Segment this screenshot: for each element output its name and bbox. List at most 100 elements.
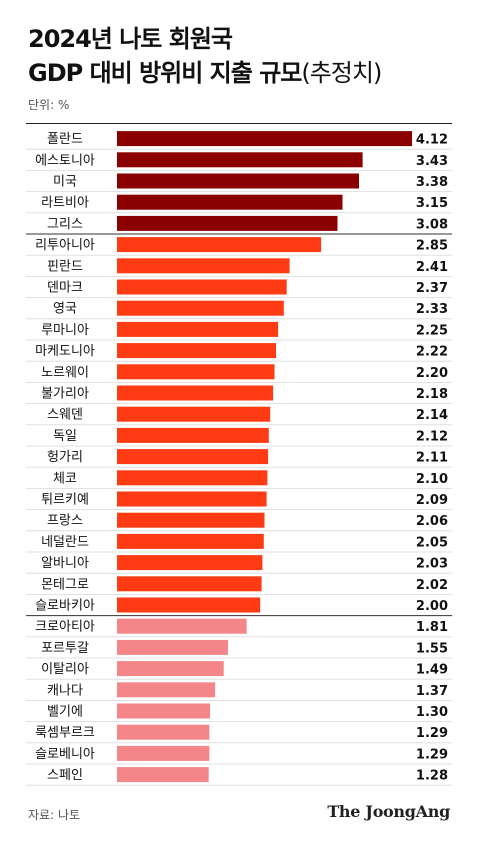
bar — [117, 321, 279, 337]
bar — [117, 576, 262, 592]
category-label: 몬테그로 — [41, 577, 89, 592]
bar — [117, 745, 210, 761]
category-label: 포르투갈 — [41, 641, 89, 656]
category-label: 그리스 — [47, 217, 83, 232]
category-label: 마케도니아 — [35, 344, 95, 359]
value-label: 2.12 — [416, 429, 448, 444]
category-label: 미국 — [53, 175, 77, 190]
bar — [117, 364, 275, 380]
bar — [117, 194, 343, 210]
category-label: 스페인 — [47, 768, 83, 783]
bar — [117, 533, 264, 549]
value-label: 2.03 — [416, 557, 448, 572]
publisher-logo: The JoongAng — [327, 802, 450, 821]
category-label: 핀란드 — [47, 259, 83, 274]
bar — [117, 555, 263, 571]
value-label: 2.05 — [416, 535, 448, 550]
value-label: 3.15 — [416, 196, 448, 211]
value-label: 3.43 — [416, 154, 448, 169]
bar — [117, 385, 274, 401]
bar — [117, 300, 284, 316]
value-label: 2.00 — [416, 599, 448, 614]
bar — [117, 597, 261, 613]
category-label: 덴마크 — [47, 281, 83, 296]
category-label: 에스토니아 — [35, 153, 95, 168]
chart-top-rule — [26, 123, 452, 124]
source-note: 자료: 나토 — [28, 808, 81, 822]
value-label: 2.25 — [416, 323, 448, 338]
value-label: 4.12 — [416, 133, 448, 148]
category-label: 루마니아 — [41, 323, 89, 338]
category-label: 영국 — [53, 302, 77, 317]
category-label: 폴란드 — [47, 132, 83, 147]
category-label: 크로아티아 — [35, 620, 95, 635]
value-label: 2.85 — [416, 239, 448, 254]
value-label: 3.08 — [416, 217, 448, 232]
bar — [117, 703, 211, 719]
value-label: 2.06 — [416, 514, 448, 529]
category-label: 벨기에 — [47, 705, 83, 720]
category-label: 라트비아 — [41, 196, 89, 211]
value-label: 2.18 — [416, 387, 448, 402]
category-label: 불가리아 — [41, 387, 89, 402]
value-label: 3.38 — [416, 175, 448, 190]
value-label: 2.02 — [416, 578, 448, 593]
category-label: 체코 — [53, 471, 77, 486]
bar — [117, 279, 287, 295]
bar — [117, 724, 210, 740]
category-label: 네덜란드 — [41, 535, 89, 550]
category-label: 노르웨이 — [41, 365, 89, 380]
category-label: 프랑스 — [47, 514, 83, 529]
category-label: 리투아니아 — [35, 238, 95, 253]
value-label: 2.09 — [416, 493, 448, 508]
value-label: 1.81 — [416, 620, 448, 635]
value-label: 1.49 — [416, 663, 448, 678]
value-label: 1.37 — [416, 684, 448, 699]
category-label: 독일 — [53, 429, 77, 444]
bar — [117, 449, 269, 465]
value-label: 2.41 — [416, 260, 448, 275]
bar — [117, 682, 216, 698]
bar — [117, 470, 268, 486]
title-line-1: 2024년 나토 회원국 — [28, 25, 233, 53]
value-label: 2.37 — [416, 281, 448, 296]
bar — [117, 215, 338, 231]
value-label: 1.29 — [416, 726, 448, 741]
bar — [117, 512, 265, 528]
value-label: 2.33 — [416, 302, 448, 317]
value-label: 1.30 — [416, 705, 448, 720]
bar — [117, 639, 228, 655]
title-line-2: GDP 대비 방위비 지출 규모(추정치) — [28, 56, 382, 90]
bar — [117, 406, 271, 422]
category-label: 헝가리 — [47, 450, 83, 465]
category-label: 룩셈부르크 — [35, 726, 95, 741]
value-label: 1.55 — [416, 641, 448, 656]
chart-title: 2024년 나토 회원국 GDP 대비 방위비 지출 규모(추정치) — [28, 22, 382, 90]
category-label: 이탈리아 — [41, 662, 89, 677]
category-label: 스웨덴 — [47, 408, 83, 423]
value-label: 1.29 — [416, 747, 448, 762]
bar — [117, 173, 359, 189]
category-label: 튀르키예 — [41, 493, 89, 508]
category-label: 캐나다 — [47, 683, 83, 698]
value-label: 2.20 — [416, 366, 448, 381]
bar — [117, 767, 209, 783]
bar — [117, 661, 224, 677]
category-label: 알바니아 — [41, 556, 89, 571]
value-label: 2.10 — [416, 472, 448, 487]
value-label: 2.14 — [416, 408, 448, 423]
bar — [117, 258, 290, 274]
bar — [117, 618, 247, 634]
unit-label: 단위: % — [28, 98, 70, 112]
title-line-2-main: GDP 대비 방위비 지출 규모 — [28, 59, 302, 87]
value-label: 2.22 — [416, 345, 448, 360]
value-label: 1.28 — [416, 769, 448, 784]
value-label: 2.11 — [416, 451, 448, 466]
bar — [117, 152, 363, 168]
bar — [117, 491, 267, 507]
category-label: 슬로바키아 — [35, 599, 95, 614]
bar — [117, 343, 276, 359]
bar — [117, 131, 412, 147]
category-label: 슬로베니아 — [35, 747, 95, 762]
